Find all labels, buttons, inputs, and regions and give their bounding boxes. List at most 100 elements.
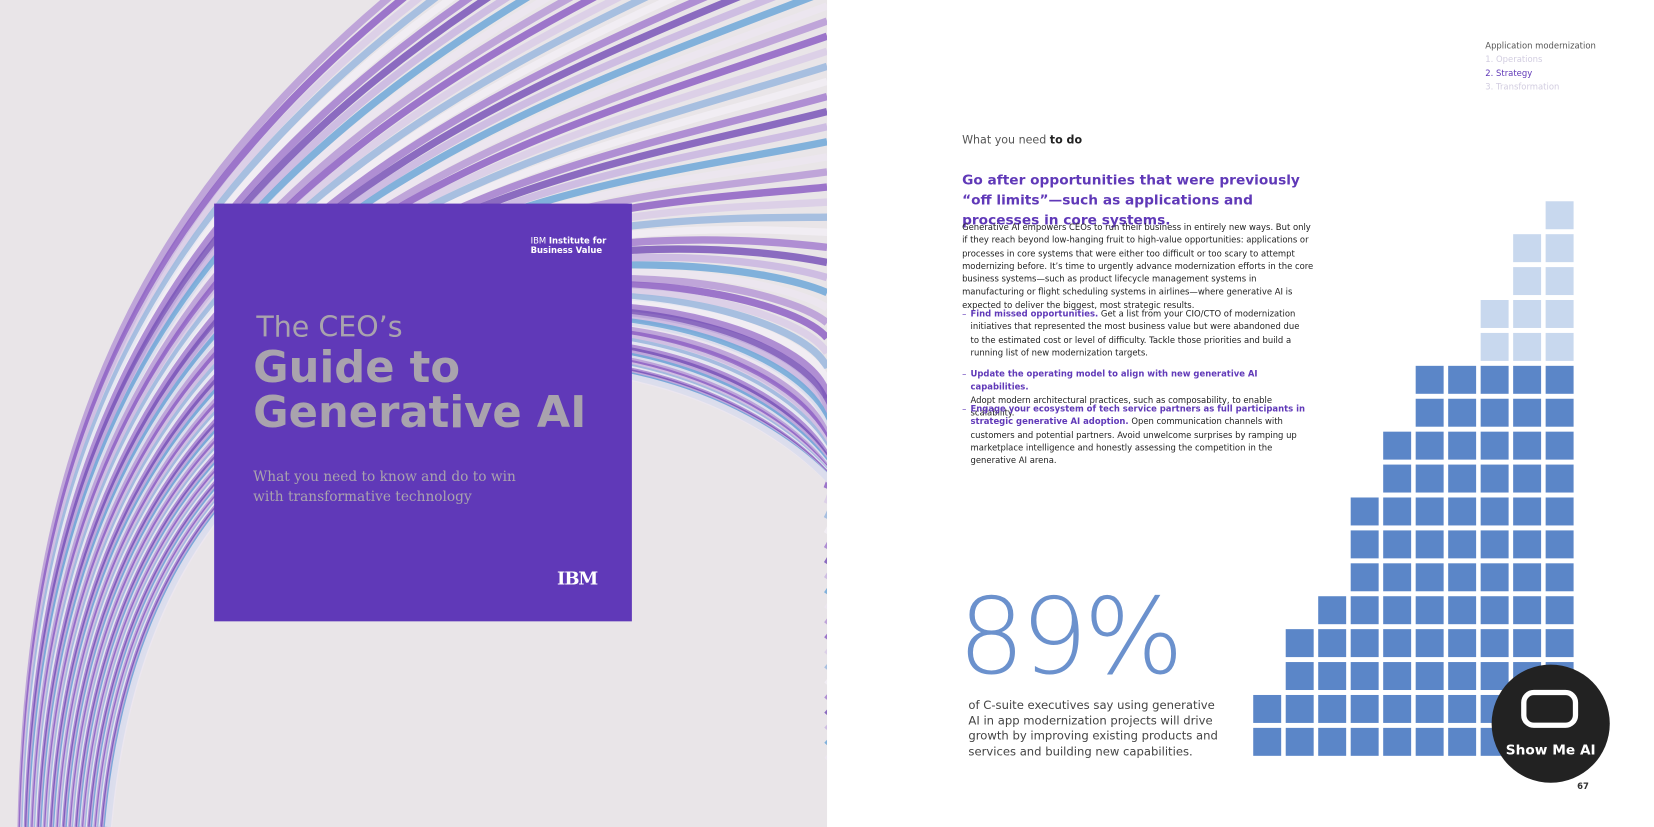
grid-square <box>1545 563 1574 592</box>
grid-square <box>1415 464 1444 493</box>
grid-square <box>1415 365 1444 394</box>
grid-square <box>1513 398 1542 427</box>
grid-square <box>1415 563 1444 592</box>
grid-square <box>1480 530 1509 559</box>
grid-square <box>1513 332 1542 361</box>
grid-square <box>1513 267 1542 296</box>
grid-square <box>1383 497 1412 526</box>
nav-item[interactable]: 3. Transformation <box>1485 82 1560 92</box>
grid-square <box>1480 431 1509 460</box>
grid-square <box>1545 332 1574 361</box>
grid-square <box>1285 629 1314 658</box>
kicker-lead: What you need <box>962 133 1047 147</box>
grid-square <box>1513 365 1542 394</box>
cover-art: IBM Institute for Business Value The CEO… <box>0 0 828 827</box>
brand-prefix: IBM <box>530 236 547 246</box>
grid-square <box>1480 629 1509 658</box>
title-large: Guide to Generative AI <box>253 341 587 438</box>
bullet-lead: Find missed opportunities. <box>970 309 1099 319</box>
grid-square <box>1350 727 1379 756</box>
grid-square <box>1513 530 1542 559</box>
bullet: Engage your ecosystem of tech service pa… <box>962 403 1308 468</box>
grid-square <box>1513 563 1542 592</box>
grid-square <box>1383 530 1412 559</box>
grid-square <box>1415 727 1444 756</box>
grid-square <box>1545 596 1574 625</box>
grid-square <box>1545 497 1574 526</box>
grid-square <box>1480 464 1509 493</box>
grid-square <box>1383 464 1412 493</box>
logo: IBM <box>556 568 598 590</box>
grid-square <box>1415 662 1444 691</box>
grid-square <box>1318 662 1347 691</box>
grid-square <box>1480 300 1509 328</box>
stat-value: 89% <box>957 574 1184 699</box>
kicker: What you need to do <box>962 134 1082 147</box>
grid-square <box>1350 694 1379 723</box>
headline: Go after opportunities that were previou… <box>962 173 1300 229</box>
grid-square <box>1350 563 1379 592</box>
stat-caption: of C-suite executives say using generati… <box>968 698 1218 759</box>
grid-square <box>1350 662 1379 691</box>
bullet-lead: Engage your ecosystem of tech service pa… <box>970 404 1305 427</box>
grid-square <box>1448 563 1477 592</box>
grid-square <box>1448 398 1477 427</box>
grid-square <box>1318 596 1347 625</box>
grid-square <box>1545 300 1574 328</box>
bullet-lead: Update the operating model to align with… <box>970 369 1258 392</box>
grid-square <box>1253 694 1282 723</box>
grid-square <box>1448 431 1477 460</box>
grid-square <box>1383 431 1412 460</box>
grid-square <box>1415 431 1444 460</box>
grid-square <box>1448 629 1477 658</box>
grid-square <box>1513 629 1542 658</box>
grid-square <box>1448 497 1477 526</box>
grid-square <box>1318 629 1347 658</box>
grid-square <box>1448 694 1477 723</box>
grid-square <box>1383 694 1412 723</box>
grid-square <box>1513 431 1542 460</box>
grid-square <box>1415 530 1444 559</box>
body-text: Generative AI empowers CEOs to run their… <box>962 222 1314 310</box>
grid-square <box>1448 530 1477 559</box>
grid-square <box>1513 300 1542 328</box>
nav-item[interactable]: 2. Strategy <box>1485 68 1533 79</box>
grid-square <box>1545 398 1574 427</box>
watermark-badge: Show Me AI <box>1491 664 1610 783</box>
grid-square <box>1350 530 1379 559</box>
grid-square <box>1480 596 1509 625</box>
grid-square <box>1383 662 1412 691</box>
grid-square <box>1545 201 1574 230</box>
grid-square <box>1383 596 1412 625</box>
grid-square <box>1480 365 1509 394</box>
grid-square <box>1415 694 1444 723</box>
grid-square <box>1545 464 1574 493</box>
bullet-text: Get a list from your CIO/CTO of moderniz… <box>970 309 1300 358</box>
grid-square <box>1383 563 1412 592</box>
grid-square <box>1253 727 1282 756</box>
grid-square <box>1513 464 1542 493</box>
grid-square <box>1285 662 1314 691</box>
swirl <box>17 0 828 827</box>
brand: IBM Institute for Business Value <box>531 236 615 255</box>
watermark-icon <box>1521 689 1579 728</box>
watermark-text: Show Me AI <box>1505 742 1596 759</box>
grid-square <box>1513 596 1542 625</box>
page-number: 67 <box>1577 781 1589 792</box>
grid-square <box>1448 464 1477 493</box>
grid-square <box>1383 727 1412 756</box>
grid-square <box>1480 332 1509 361</box>
grid-square <box>1480 563 1509 592</box>
grid-square <box>1513 497 1542 526</box>
grid-square <box>1480 398 1509 427</box>
cover-card: IBM Institute for Business Value The CEO… <box>214 203 632 622</box>
grid-square <box>1448 662 1477 691</box>
nav-item[interactable]: 1. Operations <box>1485 54 1543 65</box>
kicker-bold: to do <box>1049 133 1083 147</box>
grid-square <box>1545 365 1574 394</box>
grid-square <box>1448 365 1477 394</box>
grid-square <box>1350 497 1379 526</box>
grid-square <box>1350 629 1379 658</box>
brand-name: Institute for Business Value <box>530 236 607 256</box>
grid-square <box>1513 234 1542 263</box>
